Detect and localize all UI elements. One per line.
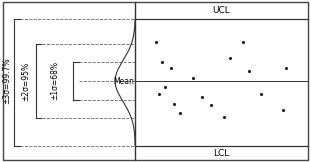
- Text: ±1σ=68%: ±1σ=68%: [50, 62, 59, 100]
- Text: Mean: Mean: [114, 76, 134, 86]
- Text: UCL: UCL: [213, 6, 230, 15]
- Text: LCL: LCL: [213, 149, 230, 158]
- Text: ±2σ=95%: ±2σ=95%: [21, 61, 30, 101]
- Text: ±3σ=99.7%: ±3σ=99.7%: [2, 58, 11, 104]
